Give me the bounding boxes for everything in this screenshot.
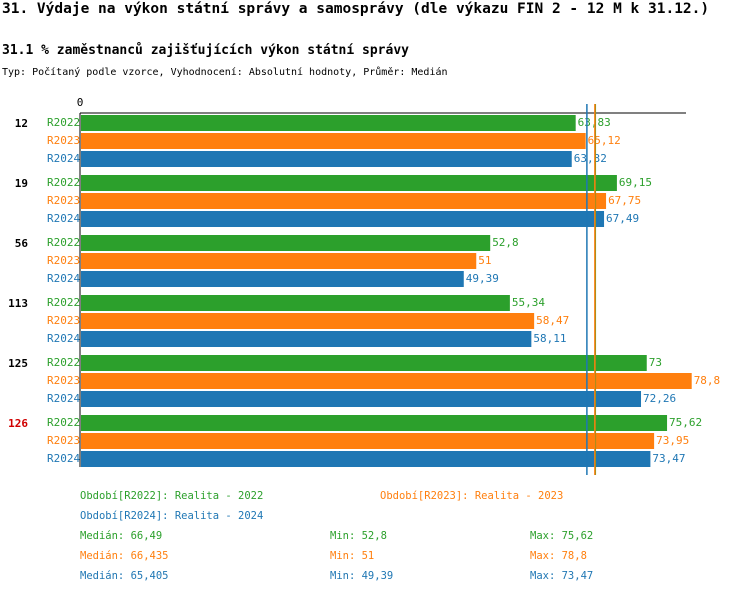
series-label: R2023	[47, 374, 80, 387]
series-label: R2022	[47, 296, 80, 309]
series-label: R2024	[47, 452, 80, 465]
series-label: R2024	[47, 392, 80, 405]
series-label: R2022	[47, 116, 80, 129]
bar-r2022	[81, 295, 510, 311]
bar-value-label: 67,75	[608, 194, 641, 207]
bar-value-label: 63,32	[574, 152, 607, 165]
legend-r2024: Období[R2024]: Realita - 2024	[80, 510, 264, 522]
category-label: 113	[8, 297, 28, 310]
bar-value-label: 69,15	[619, 176, 652, 189]
bar-r2024	[81, 151, 572, 167]
bar-r2024	[81, 331, 532, 347]
bar-r2024	[81, 451, 651, 467]
series-label: R2022	[47, 236, 80, 249]
series-label: R2024	[47, 332, 80, 345]
series-label: R2023	[47, 194, 80, 207]
stat-max-r2024: Max: 73,47	[530, 570, 594, 582]
bar-value-label: 67,49	[606, 212, 639, 225]
bar-value-label: 75,62	[669, 416, 702, 429]
bar-value-label: 52,8	[492, 236, 519, 249]
bar-value-label: 72,26	[643, 392, 676, 405]
chart-subtitle: 31.1 % zaměstnanců zajišťujících výkon s…	[2, 43, 409, 58]
legend-r2023: Období[R2023]: Realita - 2023	[380, 490, 564, 502]
bar-r2024	[81, 271, 464, 287]
bar-r2022	[81, 115, 576, 131]
bar-value-label: 65,12	[588, 134, 621, 147]
bar-chart: 012R202263,83R202365,12R202463,3219R2022…	[8, 96, 721, 475]
bar-r2024	[81, 391, 642, 407]
category-label: 125	[8, 357, 28, 370]
bar-r2022	[81, 235, 491, 251]
legend-r2022: Období[R2022]: Realita - 2022	[80, 490, 264, 502]
series-label: R2023	[47, 434, 80, 447]
series-label: R2023	[47, 254, 80, 267]
bar-value-label: 73,47	[652, 452, 685, 465]
bar-value-label: 73	[649, 356, 662, 369]
stat-median-r2022: Medián: 66,49	[80, 530, 163, 542]
stat-max-r2023: Max: 78,8	[530, 550, 587, 562]
x-axis-zero-label: 0	[77, 96, 84, 109]
stat-max-r2022: Max: 75,62	[530, 530, 594, 542]
bar-value-label: 51	[478, 254, 491, 267]
bar-r2022	[81, 175, 617, 191]
bar-r2023	[81, 253, 477, 269]
series-label: R2024	[47, 152, 80, 165]
chart-type-info: Typ: Počítaný podle vzorce, Vyhodnocení:…	[2, 67, 448, 78]
stat-min-r2023: Min: 51	[330, 550, 375, 562]
category-label: 56	[15, 237, 29, 250]
category-label: 19	[15, 177, 28, 190]
bar-value-label: 49,39	[466, 272, 499, 285]
series-label: R2023	[47, 314, 80, 327]
bar-r2022	[81, 415, 668, 431]
stat-median-r2024: Medián: 65,405	[80, 570, 169, 582]
bar-r2023	[81, 193, 607, 209]
series-label: R2023	[47, 134, 80, 147]
series-label: R2024	[47, 212, 80, 225]
bar-r2022	[81, 355, 647, 371]
bar-r2023	[81, 433, 655, 449]
category-label: 12	[15, 117, 28, 130]
bar-r2024	[81, 211, 605, 227]
category-label: 126	[8, 417, 28, 430]
bar-r2023	[81, 133, 586, 149]
bar-value-label: 73,95	[656, 434, 689, 447]
series-label: R2022	[47, 356, 80, 369]
bar-value-label: 55,34	[512, 296, 545, 309]
bar-value-label: 78,8	[694, 374, 721, 387]
stat-min-r2022: Min: 52,8	[330, 530, 387, 542]
series-label: R2024	[47, 272, 80, 285]
series-label: R2022	[47, 416, 80, 429]
bar-r2023	[81, 373, 692, 389]
series-label: R2022	[47, 176, 80, 189]
stat-median-r2023: Medián: 66,435	[80, 550, 169, 562]
bar-value-label: 58,47	[536, 314, 569, 327]
stat-min-r2024: Min: 49,39	[330, 570, 394, 582]
bar-value-label: 58,11	[533, 332, 566, 345]
page-title: 31. Výdaje na výkon státní správy a samo…	[2, 1, 710, 17]
bar-r2023	[81, 313, 535, 329]
